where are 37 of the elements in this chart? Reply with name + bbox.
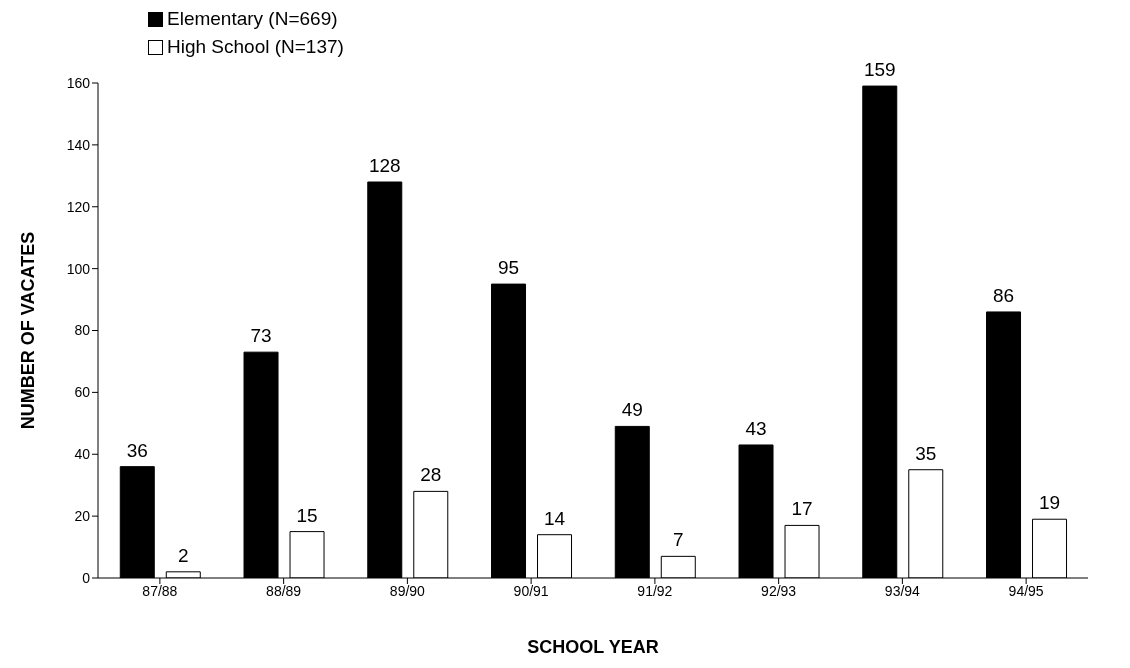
- y-tick-label: 40: [74, 446, 91, 463]
- data-label: 28: [420, 464, 442, 486]
- x-tick-label: 93/94: [884, 582, 921, 599]
- data-label: 95: [497, 257, 520, 279]
- x-axis-title: SCHOOL YEAR: [527, 637, 659, 657]
- data-label: 35: [915, 442, 937, 464]
- legend-label: Elementary (N=669): [167, 8, 338, 30]
- x-tick-label: 94/95: [1008, 582, 1044, 599]
- y-tick-label: 120: [66, 198, 91, 215]
- data-label: 36: [126, 439, 148, 461]
- data-label: 15: [296, 504, 318, 526]
- x-tick-label: 88/89: [266, 582, 302, 599]
- data-label: 17: [791, 498, 813, 520]
- y-tick-label: 100: [66, 260, 91, 277]
- data-label: 49: [621, 399, 643, 421]
- data-label: 43: [745, 417, 767, 439]
- x-tick-label: 89/90: [389, 582, 426, 599]
- data-label: 86: [992, 284, 1015, 306]
- x-tick-label: 90/91: [513, 582, 549, 599]
- y-tick-label: 80: [74, 322, 91, 339]
- x-tick-label: 92/93: [761, 582, 797, 599]
- y-tick-label: 60: [74, 384, 91, 401]
- data-label: 128: [368, 155, 401, 176]
- y-axis-title: NUMBER OF VACATES: [18, 231, 39, 430]
- data-label: 19: [1038, 492, 1061, 514]
- y-tick-label: 0: [82, 569, 91, 586]
- y-tick-label: 160: [66, 74, 91, 91]
- legend-label: High School (N=137): [167, 36, 344, 58]
- data-label: 2: [177, 544, 189, 566]
- x-tick-label: 87/88: [142, 582, 178, 599]
- y-tick-label: 20: [74, 508, 91, 525]
- x-tick-label: 91/92: [637, 582, 673, 599]
- data-label: 14: [543, 507, 566, 529]
- data-label: 159: [863, 59, 896, 81]
- data-label: 73: [250, 325, 272, 347]
- y-tick-label: 140: [66, 136, 91, 153]
- data-label: 7: [672, 529, 684, 551]
